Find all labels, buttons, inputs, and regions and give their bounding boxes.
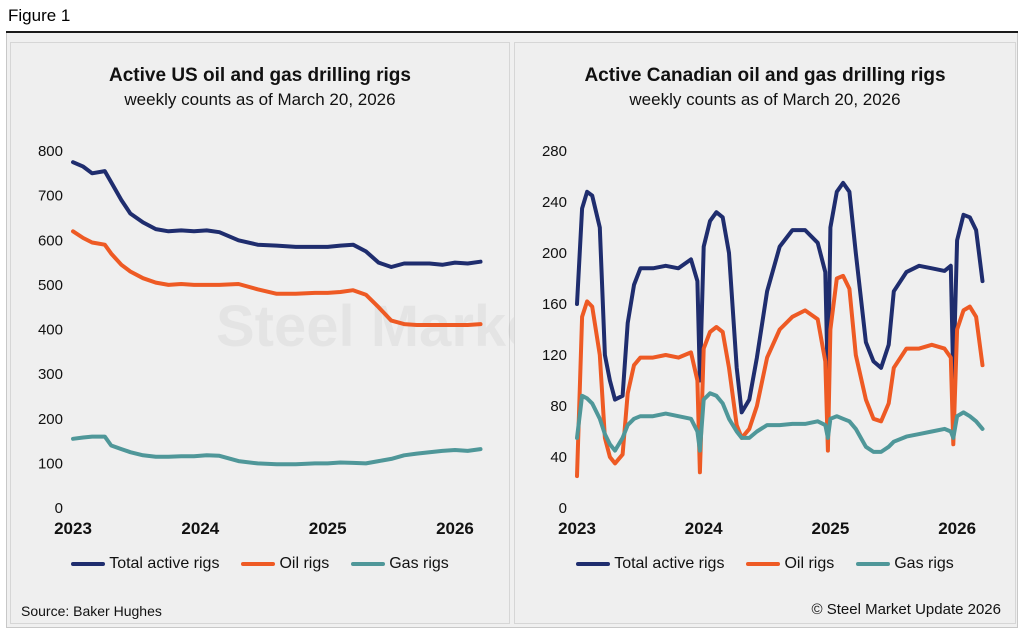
- y-tick-label: 40: [550, 449, 567, 466]
- series-line-oil: [71, 229, 483, 327]
- canada-rigs-panel: Active Canadian oil and gas drilling rig…: [514, 42, 1016, 624]
- legend-swatch-total: [576, 562, 611, 566]
- series-line-oil: [575, 273, 985, 479]
- series-line-gas: [575, 391, 985, 454]
- legend-label: Total active rigs: [109, 555, 220, 572]
- x-tick-label: 2023: [558, 519, 596, 538]
- legend-swatch-oil: [746, 562, 781, 566]
- series-line-gas: [71, 434, 483, 467]
- legend-item-gas: Gas rigs: [351, 555, 449, 573]
- legend-swatch-oil: [241, 562, 276, 566]
- y-tick-label: 200: [542, 245, 567, 262]
- source-note: Source: Baker Hughes: [21, 603, 162, 619]
- chart-legend: Total active rigs Oil rigs Gas rigs: [11, 555, 509, 573]
- x-tick-label: 2026: [436, 519, 474, 538]
- y-tick-label: 280: [542, 143, 567, 160]
- figure-label: Figure 1: [8, 6, 71, 25]
- chart-legend: Total active rigs Oil rigs Gas rigs: [515, 555, 1015, 573]
- y-tick-label: 80: [550, 398, 567, 415]
- y-tick-label: 500: [38, 277, 63, 294]
- x-tick-label: 2024: [685, 519, 723, 538]
- us-rigs-chart: 800 700 600 500 400 300 200 100 0 2023 2024 2025 202…: [38, 143, 483, 538]
- legend-item-oil: Oil rigs: [746, 555, 834, 573]
- legend-swatch-total: [71, 562, 106, 566]
- y-tick-label: 700: [38, 188, 63, 205]
- y-tick-label: 0: [55, 500, 63, 517]
- us-rigs-panel: Steel Market Update Active US oil and ga…: [10, 42, 770, 624]
- y-tick-label: 160: [542, 296, 567, 313]
- legend-label: Total active rigs: [614, 555, 725, 572]
- canada-rigs-chart: 280 240 200 160 120 80 40 0 2023 2024 2025 2026: [542, 143, 985, 538]
- legend-label: Gas rigs: [894, 555, 954, 572]
- chart-subtitle: weekly counts as of March 20, 2026: [124, 90, 396, 109]
- y-tick-label: 240: [542, 194, 567, 211]
- chart-title: Active US oil and gas drilling rigs: [109, 65, 411, 86]
- series-line-total: [575, 180, 985, 415]
- y-tick-label: 300: [38, 366, 63, 383]
- x-tick-label: 2023: [54, 519, 92, 538]
- y-tick-label: 0: [559, 500, 567, 517]
- legend-swatch-gas: [351, 562, 386, 566]
- series-line-total: [71, 160, 483, 269]
- y-tick-label: 200: [38, 411, 63, 428]
- legend-item-oil: Oil rigs: [241, 555, 329, 573]
- chart-subtitle: weekly counts as of March 20, 2026: [629, 90, 901, 109]
- legend-item-total: Total active rigs: [576, 555, 724, 573]
- y-tick-label: 800: [38, 143, 63, 160]
- x-tick-label: 2024: [181, 519, 219, 538]
- chart-title: Active Canadian oil and gas drilling rig…: [584, 65, 946, 86]
- copyright-note: © Steel Market Update 2026: [811, 601, 1002, 618]
- legend-label: Oil rigs: [784, 555, 835, 572]
- x-tick-label: 2025: [309, 519, 347, 538]
- x-tick-label: 2025: [812, 519, 850, 538]
- y-tick-label: 400: [38, 322, 63, 339]
- y-tick-label: 120: [542, 347, 567, 364]
- legend-item-total: Total active rigs: [71, 555, 219, 573]
- y-tick-label: 100: [38, 455, 63, 472]
- figure-divider: [6, 31, 1018, 33]
- legend-label: Oil rigs: [279, 555, 330, 572]
- x-tick-label: 2026: [938, 519, 976, 538]
- legend-label: Gas rigs: [389, 555, 449, 572]
- y-tick-label: 600: [38, 232, 63, 249]
- legend-swatch-gas: [856, 562, 891, 566]
- legend-item-gas: Gas rigs: [856, 555, 954, 573]
